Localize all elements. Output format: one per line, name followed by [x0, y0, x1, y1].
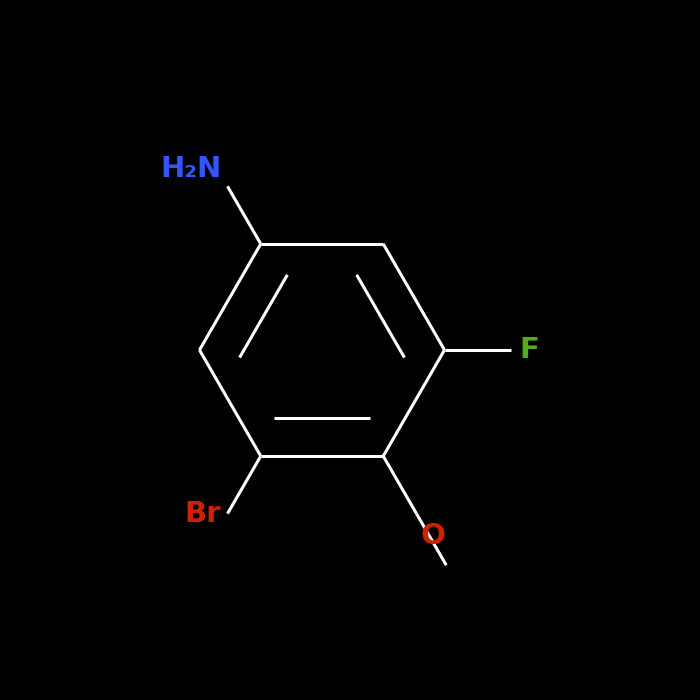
Text: Br: Br — [184, 500, 220, 528]
Text: F: F — [519, 336, 539, 364]
Text: O: O — [420, 522, 445, 550]
Text: H₂N: H₂N — [161, 155, 222, 183]
